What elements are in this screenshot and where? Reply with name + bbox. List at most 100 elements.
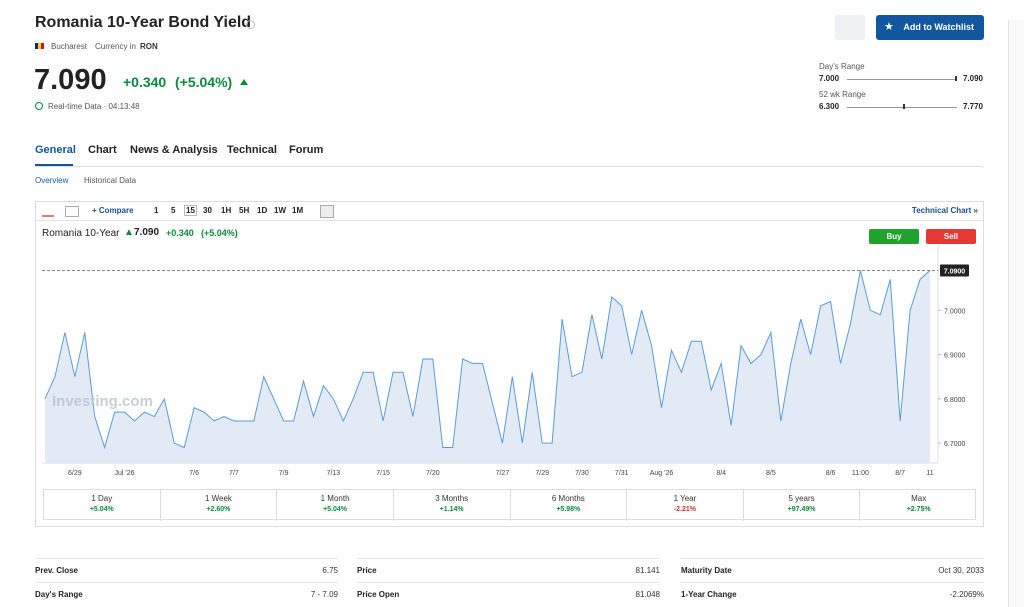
chart-box	[35, 201, 984, 527]
info-icon[interactable]	[246, 20, 255, 29]
flag	[35, 43, 44, 49]
time: Real-time Data · 04:13:48	[48, 102, 140, 111]
range-high: 7.770	[962, 102, 983, 111]
watchlist-label[interactable]: Add to Watchlist	[903, 22, 974, 32]
stat-value: Oct 30, 2033	[938, 566, 984, 575]
interval[interactable]: 1H	[221, 206, 232, 215]
price: 7.090	[34, 64, 107, 96]
period-cell[interactable]: 6 Months +5.98%	[511, 490, 628, 521]
x-tick-label: 8/6	[826, 470, 836, 477]
interval[interactable]: 15	[184, 205, 197, 216]
reference-box	[940, 264, 969, 277]
period-label: 1 Day	[91, 494, 113, 503]
stat-row: 1-Year Change -2.2069%	[681, 582, 984, 605]
stat-label: Maturity Date	[681, 566, 732, 575]
stat-label: Prev. Close	[35, 566, 78, 575]
y-tick-label: 6.8000	[944, 397, 966, 404]
interval[interactable]: 1D	[257, 206, 268, 215]
period-cell[interactable]: 1 Day +5.04%	[44, 490, 161, 521]
period-label: 1 Year	[673, 494, 697, 503]
stat-value: 7 - 7.09	[310, 590, 338, 599]
chart-change: +0.340	[166, 228, 194, 238]
period-cell[interactable]: 1 Month +5.04%	[277, 490, 394, 521]
period-label: 1 Week	[204, 494, 232, 503]
interval[interactable]: 1M	[292, 206, 304, 215]
x-tick-label: 7/9	[279, 470, 289, 477]
title: Romania 10-Year Bond Yield	[35, 14, 252, 31]
range-bar	[847, 79, 957, 80]
range-label: Day's Range	[819, 62, 865, 71]
interval[interactable]: 30	[203, 206, 212, 215]
range-marker	[903, 104, 905, 109]
watchlist-button[interactable]: Add to Watchlist	[876, 15, 984, 40]
stat-value: -2.2069%	[949, 590, 984, 599]
x-tick-label: Jul '26	[115, 470, 135, 477]
stat-row: Day's Range 7 - 7.09	[35, 582, 338, 605]
x-tick-label: 8/5	[766, 470, 776, 477]
candle-icon[interactable]	[42, 206, 54, 217]
interval[interactable]: 1	[154, 206, 159, 215]
tab[interactable]: Chart	[88, 144, 117, 156]
periods: 1 Day +5.04% 1 Week +2.60% 1 Month +5.04% 3 Mo…	[43, 489, 977, 521]
interval[interactable]: 1W	[274, 206, 286, 215]
up-arrow	[240, 79, 248, 85]
period-label: 3 Months	[435, 494, 469, 503]
area-icon[interactable]	[65, 206, 79, 217]
reference-label: 7.0900	[944, 268, 966, 275]
tab[interactable]: Technical	[227, 144, 277, 156]
period-cell[interactable]: 5 years +97.49%	[744, 490, 861, 521]
period-change: +2.75%	[906, 506, 931, 513]
currency: RON	[140, 42, 158, 51]
chart-title: Romania 10-Year	[42, 228, 120, 239]
period-cell[interactable]: 3 Months +1.14%	[394, 490, 511, 521]
compare[interactable]: + Compare	[92, 206, 134, 215]
x-tick-label: 7/30	[575, 470, 589, 477]
range-bar	[847, 107, 957, 108]
x-tick-label: 8/4	[716, 470, 726, 477]
subtab[interactable]: Historical Data	[84, 176, 137, 185]
watermark: Investing.com	[52, 393, 153, 410]
tab[interactable]: Forum	[289, 144, 324, 156]
stat-value: 81.141	[635, 566, 660, 575]
buy-button[interactable]: Buy	[869, 229, 919, 244]
period-cell[interactable]: Max +2.75%	[860, 490, 977, 521]
x-tick-label: 7/15	[376, 470, 390, 477]
chart-last: 7.090	[134, 227, 160, 238]
range-low: 7.000	[819, 74, 840, 83]
settings-icon[interactable]	[320, 205, 334, 218]
x-tick-label: 7/27	[496, 470, 510, 477]
stat-label: Price Open	[357, 590, 400, 599]
x-tick-label: 7/6	[189, 470, 199, 477]
period-cell[interactable]: 1 Week +2.60%	[161, 490, 278, 521]
tab-underline	[35, 164, 73, 166]
period-change: +2.60%	[206, 506, 231, 513]
period-change: -2.21%	[673, 506, 697, 513]
interval[interactable]: 5H	[239, 206, 250, 215]
subtab[interactable]: Overview	[35, 176, 69, 185]
chart-change-pct: (+5.04%)	[201, 228, 238, 238]
alert-button[interactable]	[835, 15, 865, 40]
sell-button[interactable]: Sell	[926, 229, 976, 244]
area	[45, 270, 930, 463]
x-tick-label: 11:00	[852, 470, 869, 477]
tab[interactable]: News & Analysis	[130, 144, 218, 156]
stat-value: 81.048	[635, 590, 660, 599]
range-low: 6.300	[819, 102, 840, 111]
period-label: 6 Months	[551, 494, 585, 503]
toolbar-border	[36, 220, 983, 221]
period-label: 1 Month	[320, 494, 350, 503]
period-change: +97.49%	[787, 506, 816, 513]
currency-label: Currency in	[95, 42, 136, 51]
x-tick-label: 8/7	[895, 470, 905, 477]
interval[interactable]: 5	[171, 206, 176, 215]
line	[44, 270, 931, 450]
stat-label: 1-Year Change	[681, 590, 737, 599]
chart: 6.7000 6.8000 6.9000 7.0000 6/29 Jul '26 7/6 7/…	[42, 245, 969, 477]
y-tick-label: 6.7000	[944, 441, 966, 448]
technical-chart[interactable]: Technical Chart »	[911, 206, 978, 215]
period-cell[interactable]: 1 Year -2.21%	[627, 490, 744, 521]
tab-border	[35, 166, 983, 167]
tab[interactable]: General	[35, 144, 76, 156]
clock-icon	[35, 102, 43, 110]
